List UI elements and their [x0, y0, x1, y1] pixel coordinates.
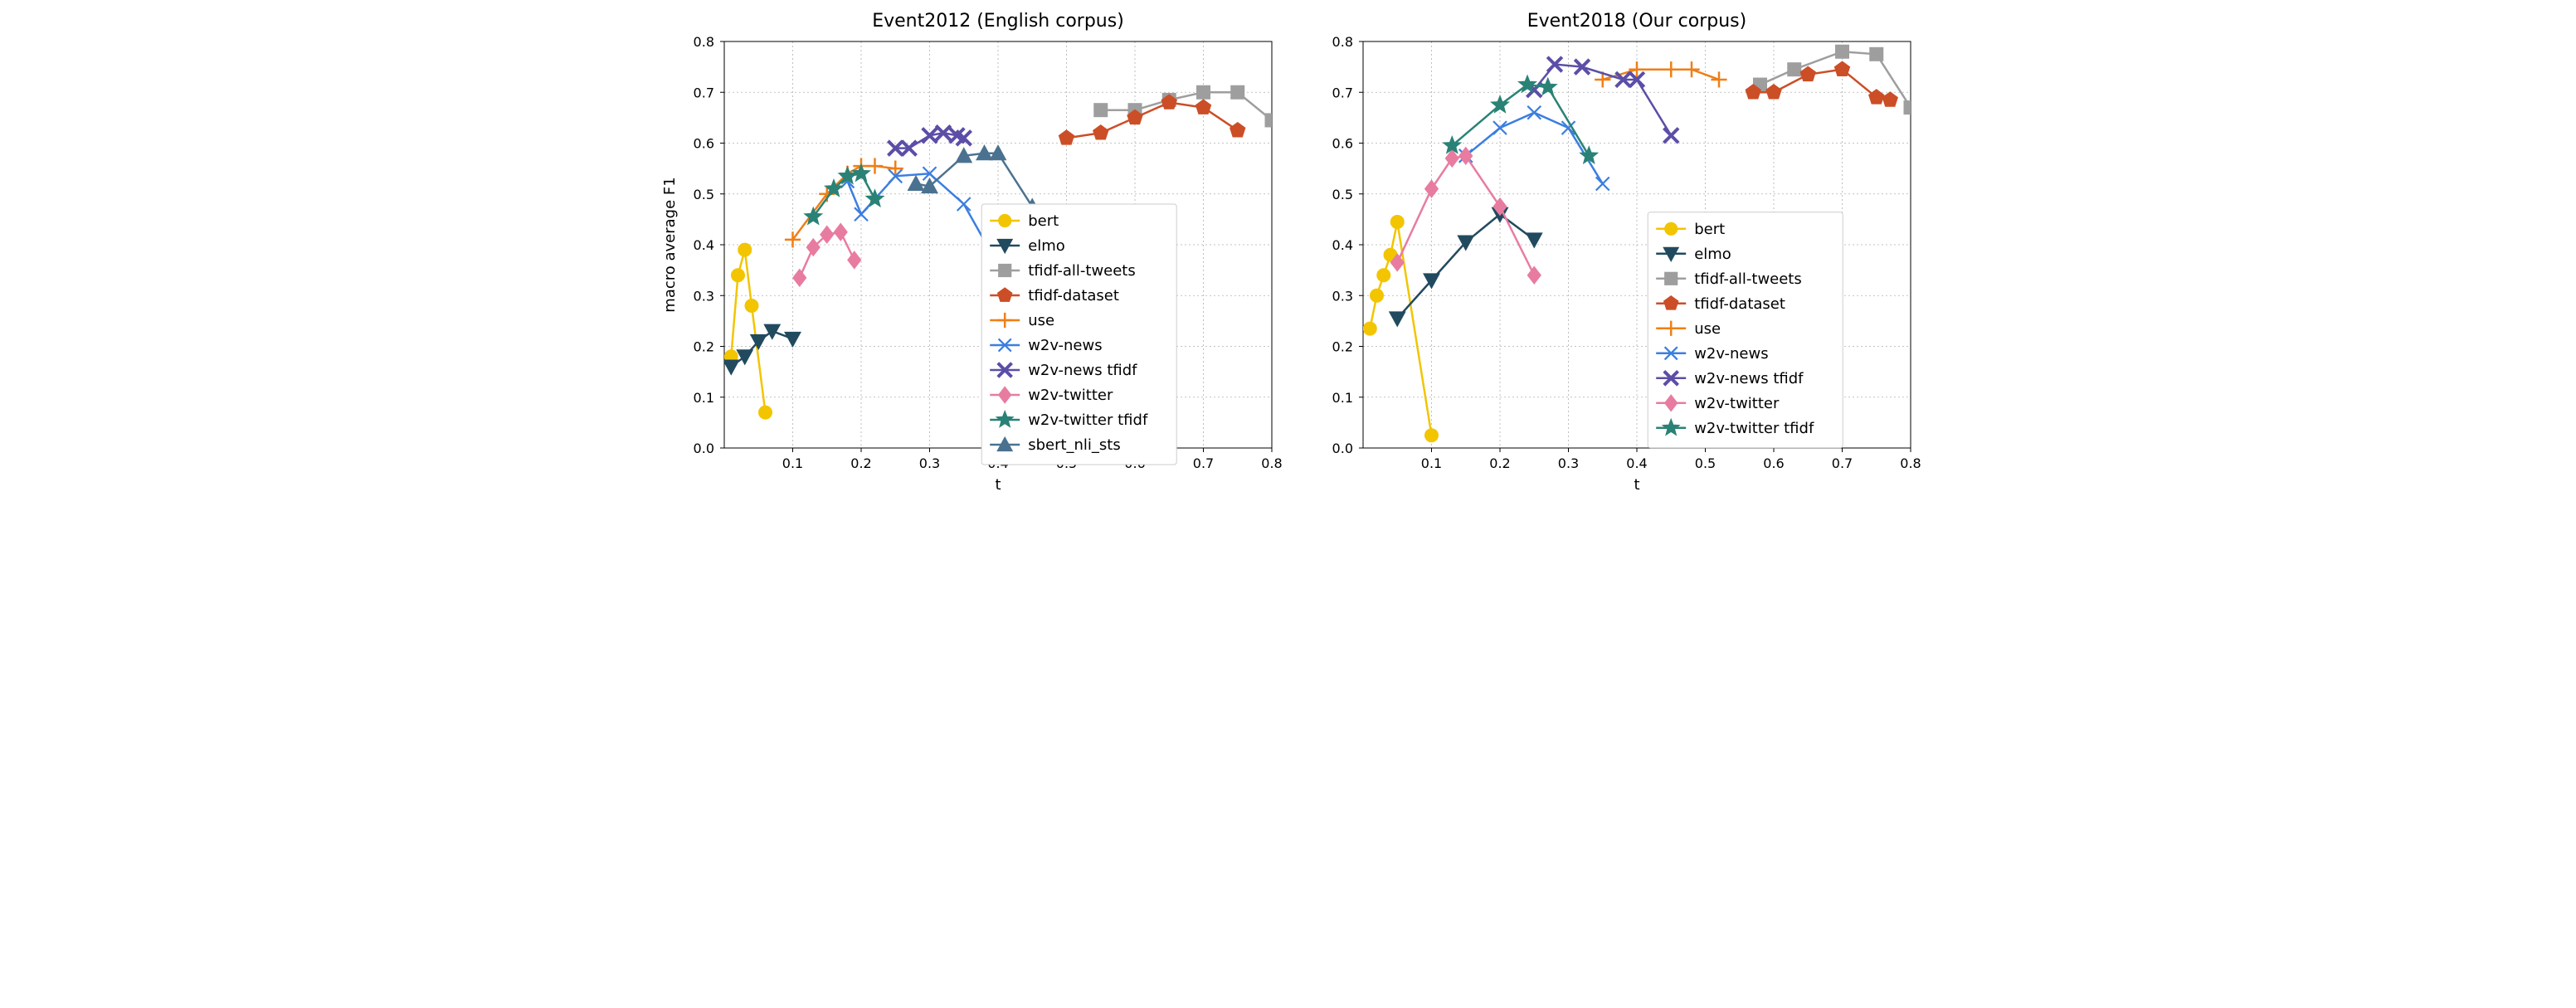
- xtick-label: 0.7: [1192, 455, 1213, 471]
- ytick-label: 0.5: [1332, 187, 1352, 202]
- legend-label: w2v-news tfidf: [1694, 370, 1804, 387]
- legend-label: tfidf-dataset: [1028, 287, 1119, 304]
- legend-label: sbert_nli_sts: [1028, 436, 1121, 454]
- chart-title: Event2018 (Our corpus): [1527, 11, 1746, 32]
- ytick-label: 0.1: [1332, 390, 1352, 406]
- figure: 0.1 0.2 0.3 0.4 0.5 0.6 0.7 0.8 0.0 0.1 0.2 0.3 0.4 0…: [650, 0, 1927, 504]
- ytick-label: 0.2: [1332, 339, 1352, 355]
- legend-label: tfidf-all-tweets: [1694, 270, 1802, 288]
- ytick-label: 0.6: [1332, 136, 1352, 152]
- ytick-label: 0.7: [693, 85, 713, 100]
- xtick-label: 0.7: [1831, 455, 1852, 471]
- series-line: [1397, 214, 1534, 319]
- ytick-label: 0.8: [693, 34, 713, 50]
- xtick-label: 0.6: [1763, 455, 1784, 471]
- ytick-label: 0.3: [1332, 288, 1352, 304]
- xtick-label: 0.3: [1557, 455, 1578, 471]
- legend-label: use: [1028, 312, 1054, 329]
- series-line: [1100, 92, 1271, 120]
- ytick-label: 0.8: [1332, 34, 1352, 50]
- legend-label: use: [1694, 320, 1721, 338]
- xlabel: t: [1634, 476, 1639, 494]
- chart-title: Event2012 (English corpus): [872, 11, 1124, 32]
- legend-label: bert: [1028, 212, 1059, 230]
- series-line: [1465, 113, 1602, 184]
- xtick-label: 0.4: [1626, 455, 1647, 471]
- legend-label: w2v-twitter: [1028, 387, 1113, 404]
- legend-label: w2v-twitter: [1694, 395, 1780, 412]
- xlabel: t: [995, 476, 1001, 494]
- ytick-label: 0.0: [693, 441, 713, 456]
- legend-label: bert: [1694, 221, 1725, 238]
- xtick-label: 0.1: [1420, 455, 1441, 471]
- legend-label: elmo: [1028, 237, 1065, 255]
- legend-label: w2v-news tfidf: [1028, 362, 1137, 379]
- ytick-label: 0.5: [693, 187, 713, 202]
- legend: bert elmo tfidf-all-tweets tfidf-dataset use…: [1648, 212, 1843, 448]
- ytick-label: 0.6: [693, 136, 713, 152]
- xtick-label: 0.3: [918, 455, 939, 471]
- legend: bert elmo tfidf-all-tweets tfidf-dataset use…: [981, 204, 1176, 465]
- series-line: [1066, 103, 1237, 139]
- legend-label: w2v-news: [1694, 345, 1768, 363]
- series-line: [916, 153, 1032, 207]
- xtick-label: 0.2: [850, 455, 871, 471]
- xtick-label: 0.8: [1261, 455, 1282, 471]
- legend-label: tfidf-all-tweets: [1028, 262, 1136, 280]
- panel-event2018: 0.1 0.2 0.3 0.4 0.5 0.6 0.7 0.8 0.0 0.1 0.2 0.3 0.4 0…: [1288, 0, 1927, 504]
- xtick-label: 0.5: [1694, 455, 1715, 471]
- legend-label: elmo: [1694, 246, 1731, 263]
- xtick-label: 0.8: [1900, 455, 1921, 471]
- series-line: [1452, 85, 1589, 156]
- legend-label: w2v-twitter tfidf: [1028, 411, 1148, 429]
- ytick-label: 0.7: [1332, 85, 1352, 100]
- legend-label: tfidf-dataset: [1694, 295, 1785, 313]
- series-line: [847, 173, 998, 265]
- panel-event2012: 0.10.20.30.40.50.60.70.80.00.10.20.30.40…: [650, 0, 1288, 504]
- ylabel: macro average F1: [661, 177, 679, 312]
- legend-label: w2v-twitter tfidf: [1694, 420, 1814, 437]
- legend-label: w2v-news: [1028, 337, 1102, 354]
- ytick-label: 0.1: [693, 390, 713, 406]
- ytick-label: 0.4: [1332, 237, 1352, 253]
- ytick-label: 0.2: [693, 339, 713, 355]
- series-line: [1397, 156, 1534, 275]
- ytick-label: 0.0: [1332, 441, 1352, 456]
- ytick-label: 0.3: [693, 288, 713, 304]
- xtick-label: 0.2: [1489, 455, 1510, 471]
- xtick-label: 0.1: [782, 455, 802, 471]
- ytick-label: 0.4: [693, 237, 713, 253]
